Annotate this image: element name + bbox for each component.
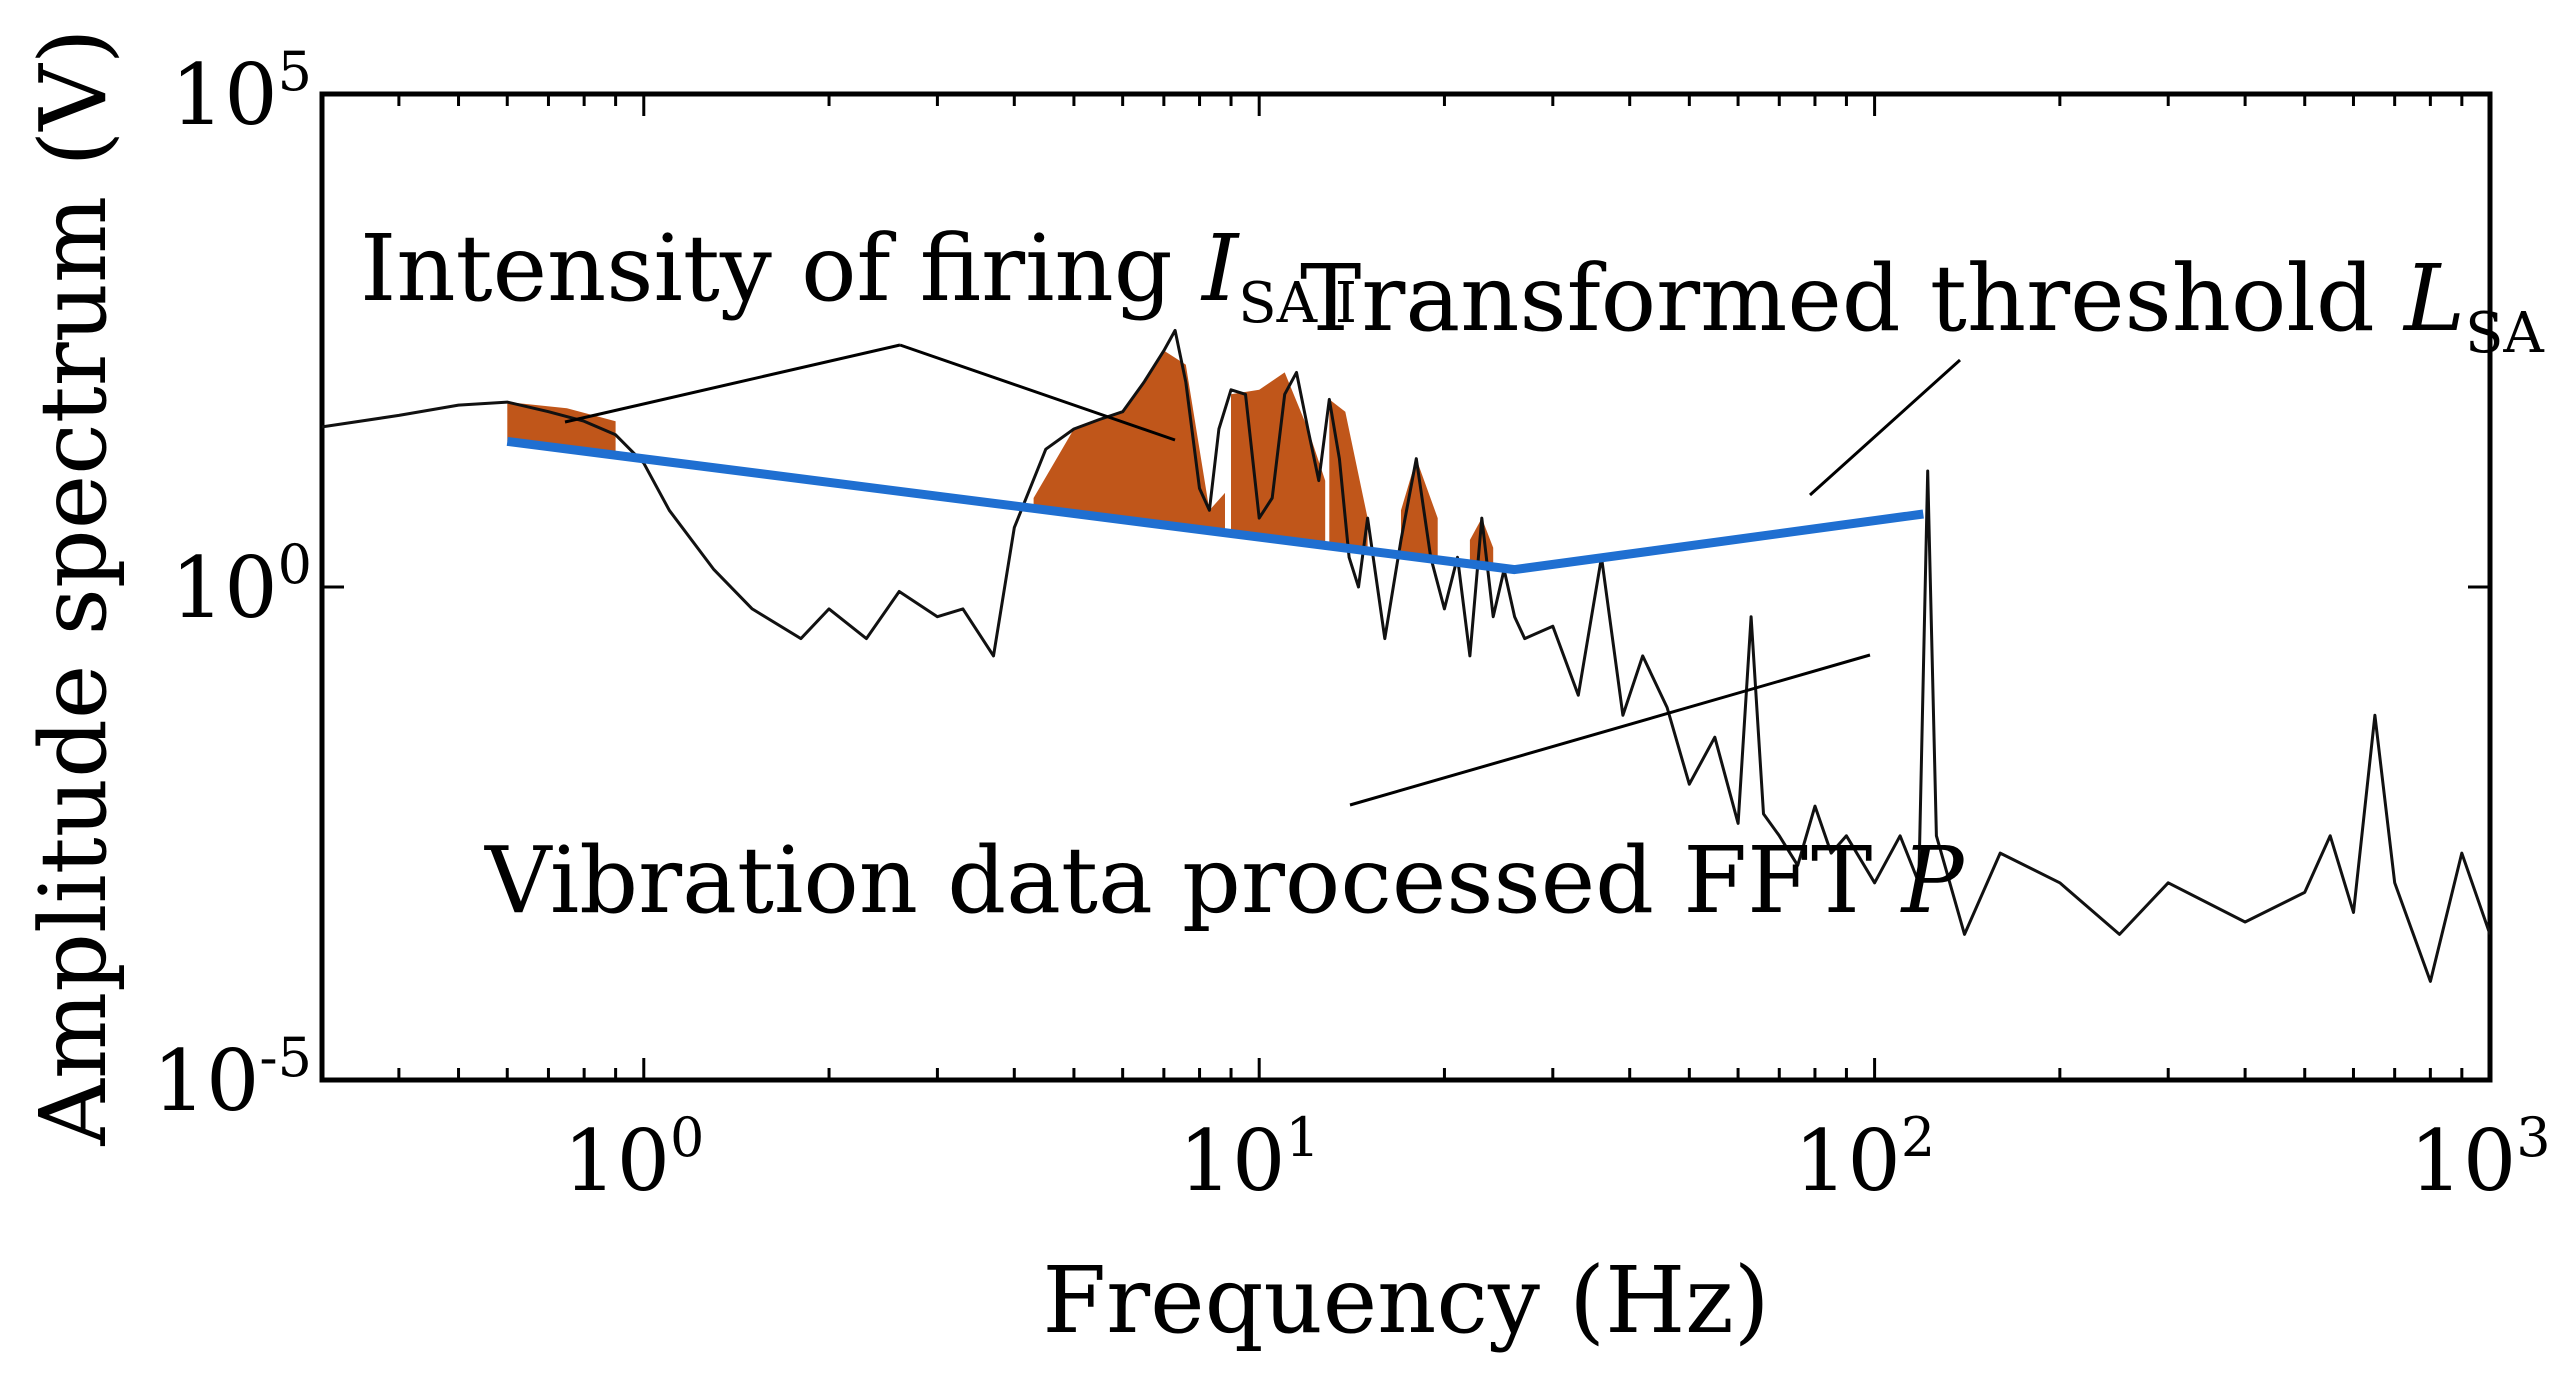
leader-intensity-left (564, 343, 901, 424)
x-axis-label: Frequency (Hz) (1042, 1247, 1769, 1354)
y-axis-label: Amplitude spectrum (V) (20, 28, 127, 1146)
axis-ticks: 100 101 102 103 105 100 10-5 (153, 40, 2551, 1210)
annotation-intensity: Intensity of firing ISA I (360, 215, 1357, 336)
leader-fft (1349, 653, 1871, 807)
x-tick-label: 102 (1794, 1106, 1935, 1210)
fft-series-line (322, 328, 2490, 983)
leader-threshold (1808, 358, 1962, 497)
firing-fill-region-2 (1033, 350, 1225, 533)
x-tick-label: 103 (2409, 1106, 2550, 1210)
series-lines (322, 328, 2490, 983)
x-tick-label: 100 (563, 1106, 704, 1210)
x-tick-label: 101 (1179, 1106, 1320, 1210)
threshold-series-line (506, 436, 1924, 575)
annotation-leaders (564, 343, 1962, 807)
annotation-threshold: Transformed threshold LSA I′ (1300, 245, 2560, 366)
leader-intensity-right (899, 343, 1176, 442)
annotation-fft: Vibration data processed FFT P (484, 827, 1966, 934)
y-tick-label: 100 (171, 533, 312, 637)
y-tick-label: 10-5 (153, 1026, 313, 1130)
y-tick-label: 105 (171, 40, 312, 144)
firing-fill-region-4 (1329, 399, 1368, 551)
